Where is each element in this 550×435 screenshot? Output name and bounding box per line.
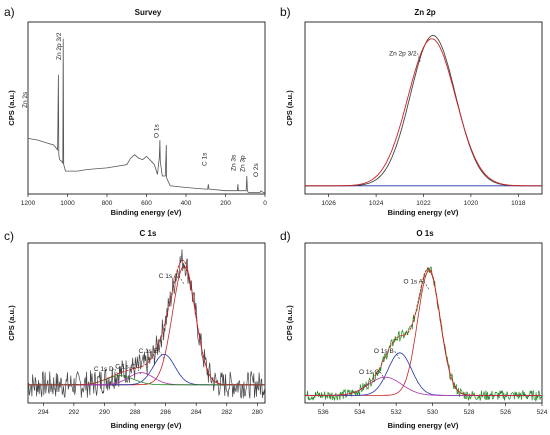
panel-0-xtick-label-5: 200	[220, 200, 231, 207]
panel-0-xtick-label-6: 0	[263, 200, 267, 207]
panel-2-annotation-3: C 1s D	[94, 366, 114, 373]
panel-0-xtick-label-0: 1200	[21, 200, 36, 207]
panel-1-xtick-label-2: 1022	[416, 200, 431, 207]
panel-3-annotation-2: O 1s C	[359, 369, 380, 376]
panel-3-xtick-label-1: 534	[354, 409, 365, 416]
panel-1-xtick-label-3: 1020	[464, 200, 479, 207]
panel-1-xtick-label-1: 1024	[369, 200, 384, 207]
panel-a-ylabel: CPS (a.u.)	[7, 90, 16, 126]
panel-2-fit-series	[28, 259, 265, 386]
panel-3-raw-series	[304, 266, 543, 402]
panel-1-xtick-label-0: 1026	[321, 200, 336, 207]
panel-2-annotation-arrow-3	[114, 368, 120, 378]
panel-3-xtick-label-0: 536	[318, 409, 329, 416]
panel-3-component-1	[305, 352, 542, 396]
panel-label-b: b)	[280, 5, 291, 19]
panel-2-xtick-label-2: 290	[99, 409, 110, 416]
panel-1-annotation-0: Zn 2p 3/2	[389, 50, 417, 57]
panel-a-survey-series	[27, 38, 265, 193]
panel-d-ylabel: CPS (a.u.)	[285, 305, 294, 341]
panel-3-xtick-label-2: 532	[391, 409, 402, 416]
panel-2-annotation-arrow-0	[178, 275, 185, 285]
panel-0-annotation-2: O 1s	[153, 124, 160, 138]
panel-d-o1s: d) O 1s Binding energy (eV) CPS (a.u.) 5…	[280, 229, 548, 430]
panel-2-xtick-label-0: 294	[38, 409, 49, 416]
panel-2-annotation-arrow-2	[135, 366, 142, 375]
panel-b-xlabel: Binding energy (eV)	[388, 208, 459, 217]
panel-3-xtick-label-4: 528	[464, 409, 475, 416]
panel-2-xtick-label-1: 292	[68, 409, 79, 416]
panel-d-xlabel: Binding energy (eV)	[388, 421, 459, 430]
panel-0-annotation-1: Zn 2p 3/2	[56, 32, 63, 60]
panel-3-annotation-0: O 1s A	[403, 278, 423, 285]
panel-c-title: C 1s	[140, 229, 157, 238]
panel-3-component-0	[305, 270, 542, 396]
panel-2-xtick-label-4: 286	[160, 409, 171, 416]
panel-0-annotation-6: O 2s	[253, 163, 260, 177]
panel-label-d: d)	[280, 229, 291, 243]
panel-3-annotation-arrow-0	[423, 281, 430, 290]
panel-0-annotation-4: Zn 3s	[230, 154, 237, 171]
panel-0-annotation-3: C 1s	[201, 152, 208, 166]
panel-2-annotation-1: C 1s B	[139, 348, 159, 355]
panel-3-annotation-arrow-1	[394, 351, 401, 360]
panel-b-zn2p: b) Zn 2p Binding energy (eV) CPS (a.u.) …	[280, 5, 543, 217]
panel-b-ylabel: CPS (a.u.)	[285, 90, 294, 126]
panel-c-xlabel: Binding energy (eV)	[111, 421, 182, 430]
panel-2-annotation-0: C 1s A	[159, 273, 179, 280]
panel-2-xtick-label-5: 284	[191, 409, 202, 416]
panel-3-fit-series	[305, 267, 542, 396]
panel-b-raw-series	[305, 35, 542, 187]
panel-3-xtick-label-5: 526	[500, 409, 511, 416]
panel-2-xtick-label-7: 280	[252, 409, 263, 416]
panel-3-annotation-1: O 1s B	[374, 348, 394, 355]
panel-0-xtick-label-3: 600	[141, 200, 152, 207]
panel-c-ylabel: CPS (a.u.)	[7, 305, 16, 341]
panel-2-annotation-arrow-1	[158, 350, 165, 360]
panel-1-annotation-arrow-0	[417, 53, 421, 64]
panel-1-xtick-label-4: 1018	[511, 200, 526, 207]
panel-a-xlabel: Binding energy (eV)	[111, 208, 182, 217]
panel-2-xtick-label-6: 282	[221, 409, 232, 416]
panel-b-fit-series	[305, 38, 542, 187]
panel-0-xtick-label-4: 400	[181, 200, 192, 207]
panel-3-xtick-label-6: 524	[537, 409, 548, 416]
panel-a-survey: a) Survey Binding energy (eV) CPS (a.u.)…	[4, 5, 267, 217]
panel-2-annotation-2: C 1s C	[115, 363, 135, 370]
panel-3-annotation-arrow-2	[379, 371, 386, 381]
panel-label-c: c)	[4, 229, 14, 243]
panel-c-frame	[27, 242, 266, 404]
panel-d-frame	[304, 242, 543, 404]
panel-c-c1s: c) C 1s Binding energy (eV) CPS (a.u.) 2…	[4, 229, 266, 430]
panel-label-a: a)	[4, 5, 15, 19]
panel-d-title: O 1s	[416, 229, 434, 238]
panel-b-title: Zn 2p	[414, 8, 435, 17]
panel-a-title: Survey	[135, 8, 162, 17]
panel-2-xtick-label-3: 288	[130, 409, 141, 416]
panel-0-annotation-0: Zn 2s	[22, 91, 29, 108]
panel-0-annotation-5: Zn 3p	[240, 155, 247, 172]
panel-3-xtick-label-3: 530	[427, 409, 438, 416]
panel-0-xtick-label-1: 1000	[60, 200, 75, 207]
panel-0-xtick-label-2: 800	[102, 200, 113, 207]
panel-2-raw-series	[27, 249, 266, 399]
